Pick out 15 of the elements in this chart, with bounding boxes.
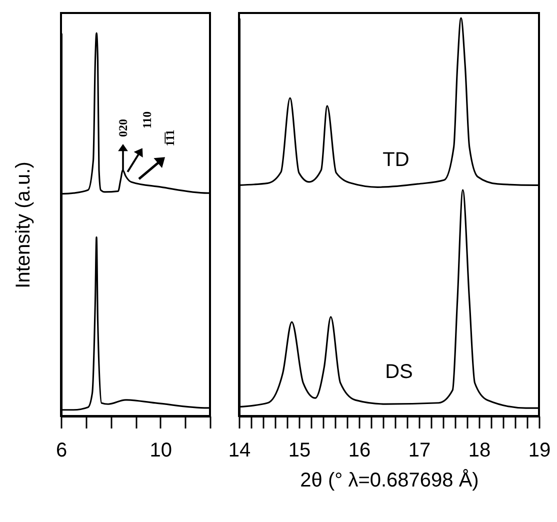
series-label: TD xyxy=(382,149,410,171)
x-tick-label: 6 xyxy=(56,440,68,462)
x-tick-label: 15 xyxy=(288,440,311,462)
x-tick-label: 18 xyxy=(468,440,491,462)
annotation: 020 xyxy=(116,119,130,137)
x-tick-label: 14 xyxy=(228,440,251,462)
y-axis-title: Intensity (a.u.) xyxy=(12,162,34,288)
series-label: DS xyxy=(385,361,413,383)
x-axis-title: 2θ (° λ=0.687698 Å) xyxy=(300,468,479,492)
x-tick-label: 17 xyxy=(408,440,431,462)
annotation: 1̅1̅1 xyxy=(163,130,177,146)
annotation: 110 xyxy=(140,111,154,129)
x-tick-label: 19 xyxy=(528,440,551,462)
x-tick-label: 16 xyxy=(348,440,371,462)
x-tick-label: 10 xyxy=(150,440,172,462)
